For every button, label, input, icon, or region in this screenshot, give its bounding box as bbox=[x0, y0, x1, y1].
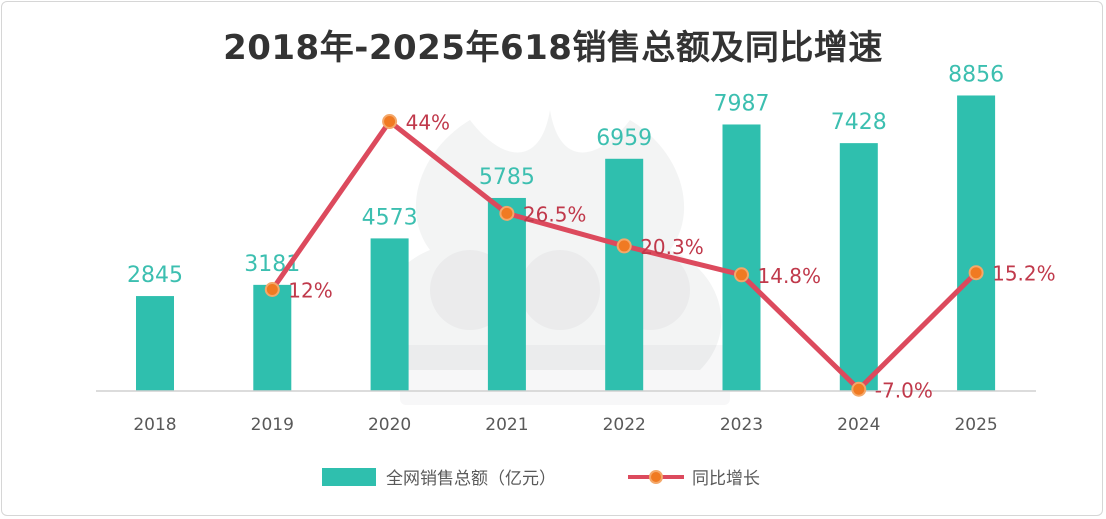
legend-swatch-marker bbox=[649, 470, 663, 484]
bar-2023 bbox=[722, 124, 761, 391]
bar-2022 bbox=[605, 158, 644, 391]
growth-point-2024 bbox=[851, 381, 867, 397]
bar-2021 bbox=[487, 197, 526, 391]
line-series bbox=[264, 114, 984, 397]
x-axis-ticks: 2018 2019 2020 2021 2022 2023 2024 2025 bbox=[133, 415, 997, 435]
growth-label-2022: 20.3% bbox=[640, 235, 704, 259]
bar-label-2023: 7987 bbox=[714, 91, 770, 116]
bar-label-2025: 8856 bbox=[948, 62, 1004, 87]
legend-swatch-bar bbox=[322, 468, 376, 486]
growth-point-2021 bbox=[499, 205, 515, 221]
legend-label-line: 同比增长 bbox=[692, 469, 760, 489]
growth-label-2021: 26.5% bbox=[523, 202, 587, 226]
bar-2018 bbox=[136, 296, 174, 391]
bar-label-2020: 4573 bbox=[362, 205, 418, 230]
growth-label-2024: -7.0% bbox=[875, 378, 933, 402]
x-tick-2024: 2024 bbox=[837, 415, 880, 435]
bar-label-2018: 2845 bbox=[127, 263, 183, 288]
x-tick-2020: 2020 bbox=[368, 415, 411, 435]
bar-2020 bbox=[370, 238, 409, 391]
bar-2019 bbox=[253, 284, 292, 391]
growth-point-2022 bbox=[616, 238, 632, 254]
bar-series bbox=[136, 95, 996, 392]
x-tick-2022: 2022 bbox=[603, 415, 646, 435]
chart-title: 2018年-2025年618销售总额及同比增速 bbox=[223, 28, 883, 68]
growth-label-2019: 12% bbox=[288, 279, 332, 303]
growth-label-2025: 15.2% bbox=[992, 262, 1056, 286]
x-tick-2025: 2025 bbox=[954, 415, 997, 435]
bar-label-2021: 5785 bbox=[479, 165, 535, 190]
legend: 全网销售总额（亿元） 同比增长 bbox=[322, 468, 760, 489]
x-tick-2021: 2021 bbox=[485, 415, 528, 435]
bar-label-2024: 7428 bbox=[831, 110, 887, 135]
growth-point-2019 bbox=[264, 282, 280, 297]
x-tick-2018: 2018 bbox=[133, 415, 176, 435]
growth-label-2023: 14.8% bbox=[758, 264, 822, 288]
bar-label-2022: 6959 bbox=[596, 126, 652, 151]
legend-label-bar: 全网销售总额（亿元） bbox=[386, 469, 556, 489]
growth-label-2020: 44% bbox=[406, 111, 450, 135]
growth-point-2025 bbox=[968, 265, 984, 281]
bar-2024 bbox=[839, 143, 878, 391]
x-tick-2019: 2019 bbox=[251, 415, 294, 435]
x-tick-2023: 2023 bbox=[720, 415, 763, 435]
line-data-labels: 12% 44% 26.5% 20.3% 14.8% -7.0% 15.2% bbox=[288, 111, 1055, 403]
bar-2025 bbox=[957, 95, 996, 392]
growth-point-2020 bbox=[382, 114, 398, 129]
growth-point-2023 bbox=[734, 267, 749, 283]
